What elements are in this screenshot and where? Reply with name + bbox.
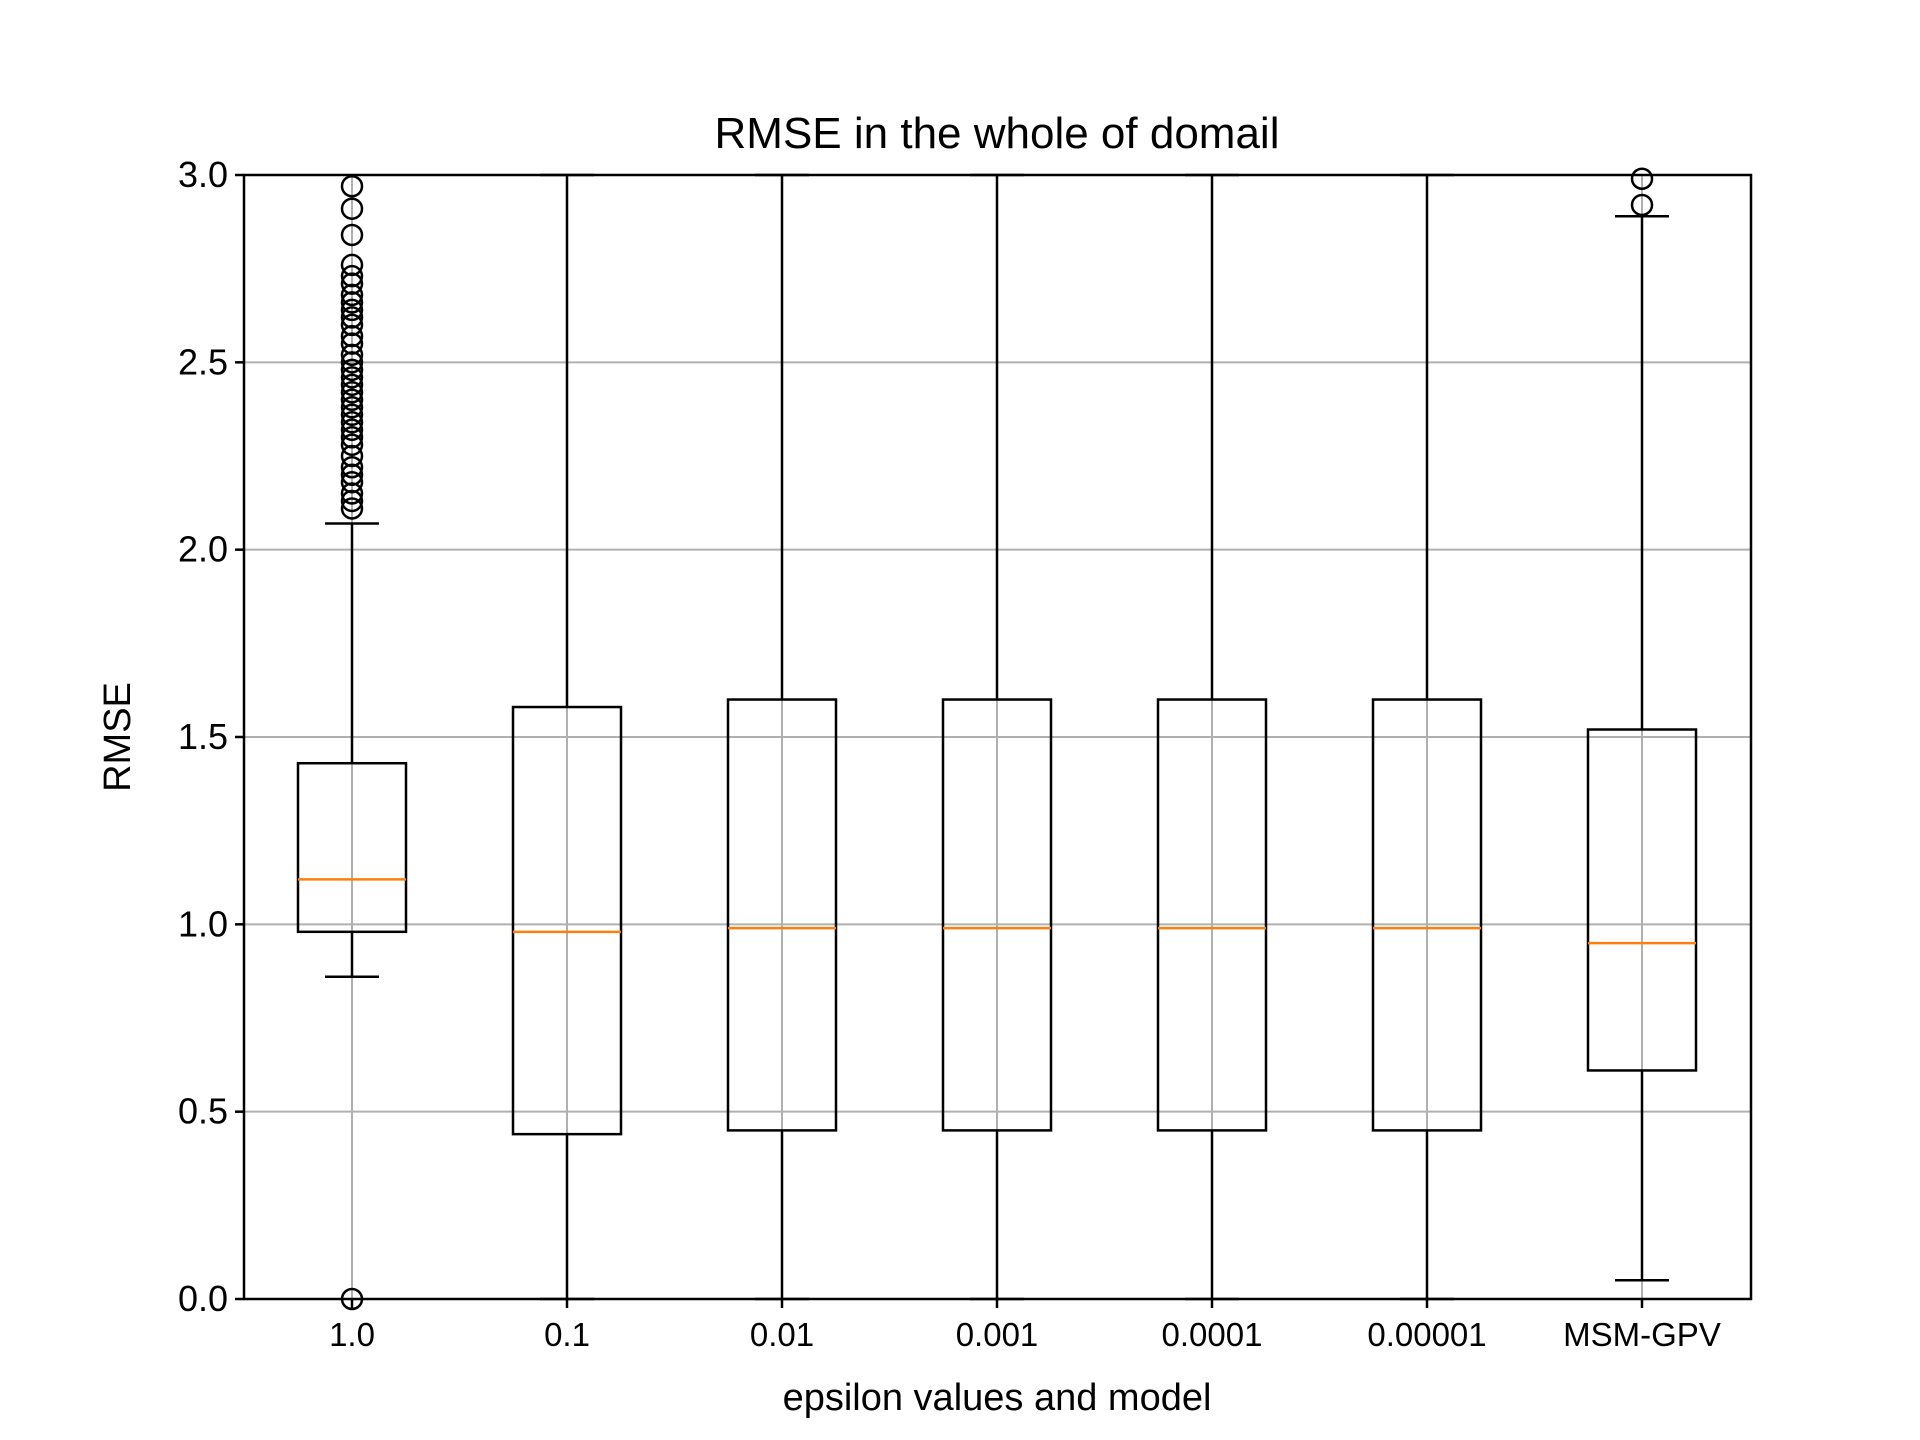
outlier-point [340,418,364,442]
y-axis-label: RMSE [97,682,139,792]
outlier-point [340,489,364,513]
outlier-point [340,444,364,468]
y-tick-label: 0.5 [178,1091,228,1132]
x-tick-label: 0.01 [750,1316,814,1353]
iqr-box [296,761,408,934]
y-tick-label: 2.0 [178,529,228,570]
outlier-point [340,313,364,337]
outlier-point [340,396,364,419]
y-tick-label: 3.0 [178,154,228,195]
outlier-point [340,324,364,348]
outlier-point [340,332,364,355]
y-tick-label: 0.0 [178,1278,228,1319]
outlier-point [340,482,364,505]
outlier-point [340,291,364,314]
outlier-point [340,283,364,307]
x-tick-label: 0.001 [956,1316,1039,1353]
outlier-point [340,272,364,295]
tick-layer: 0.0 0.5 1.0 1.5 2.0 2.5 3.0 1.0 0.1 0.01 0.001 0.00… [178,154,1721,1353]
iqr-box [1156,698,1268,1132]
chart-title: RMSE in the whole of domail [715,109,1280,158]
iqr-box [1586,728,1698,1072]
outlier-point [340,306,364,329]
x-tick-label: MSM-GPV [1563,1316,1721,1353]
outlier-point [340,343,364,367]
outlier-point [340,455,364,479]
box-group-1.0 [296,174,408,1311]
outlier-point [340,373,364,397]
outlier-point [340,197,364,220]
outlier-point [340,463,364,486]
y-tick-label: 2.5 [178,341,228,382]
y-tick-label: 1.5 [178,716,228,757]
iqr-box [941,698,1053,1132]
outlier-point [340,264,364,288]
outlier-point [340,433,364,457]
iqr-box [726,698,838,1132]
x-tick-label: 0.1 [544,1316,590,1353]
outlier-point [340,253,364,277]
outlier-point [340,497,364,520]
box-group-MSM-GPV [1586,167,1698,1282]
iqr-box [511,705,623,1136]
x-tick-label: 0.00001 [1367,1316,1486,1353]
x-tick-label: 1.0 [329,1316,375,1353]
box-group-0.001 [941,173,1053,1301]
outlier-point [1630,193,1654,217]
outlier-point [340,298,364,322]
x-tick-label: 0.0001 [1162,1316,1263,1353]
outlier-point [340,358,364,382]
outlier-point [340,223,364,247]
iqr-box [1371,698,1483,1132]
outlier-point [340,411,364,434]
outlier-point [1630,167,1654,190]
outlier-point [340,470,364,494]
y-tick-label: 1.0 [178,903,228,944]
outlier-point [340,403,364,427]
outlier-point [340,351,364,374]
outlier-point [340,381,364,404]
outlier-point [340,388,364,412]
outlier-point [340,366,364,389]
outlier-point [340,426,364,449]
x-axis-label: epsilon values and model [783,1377,1212,1419]
